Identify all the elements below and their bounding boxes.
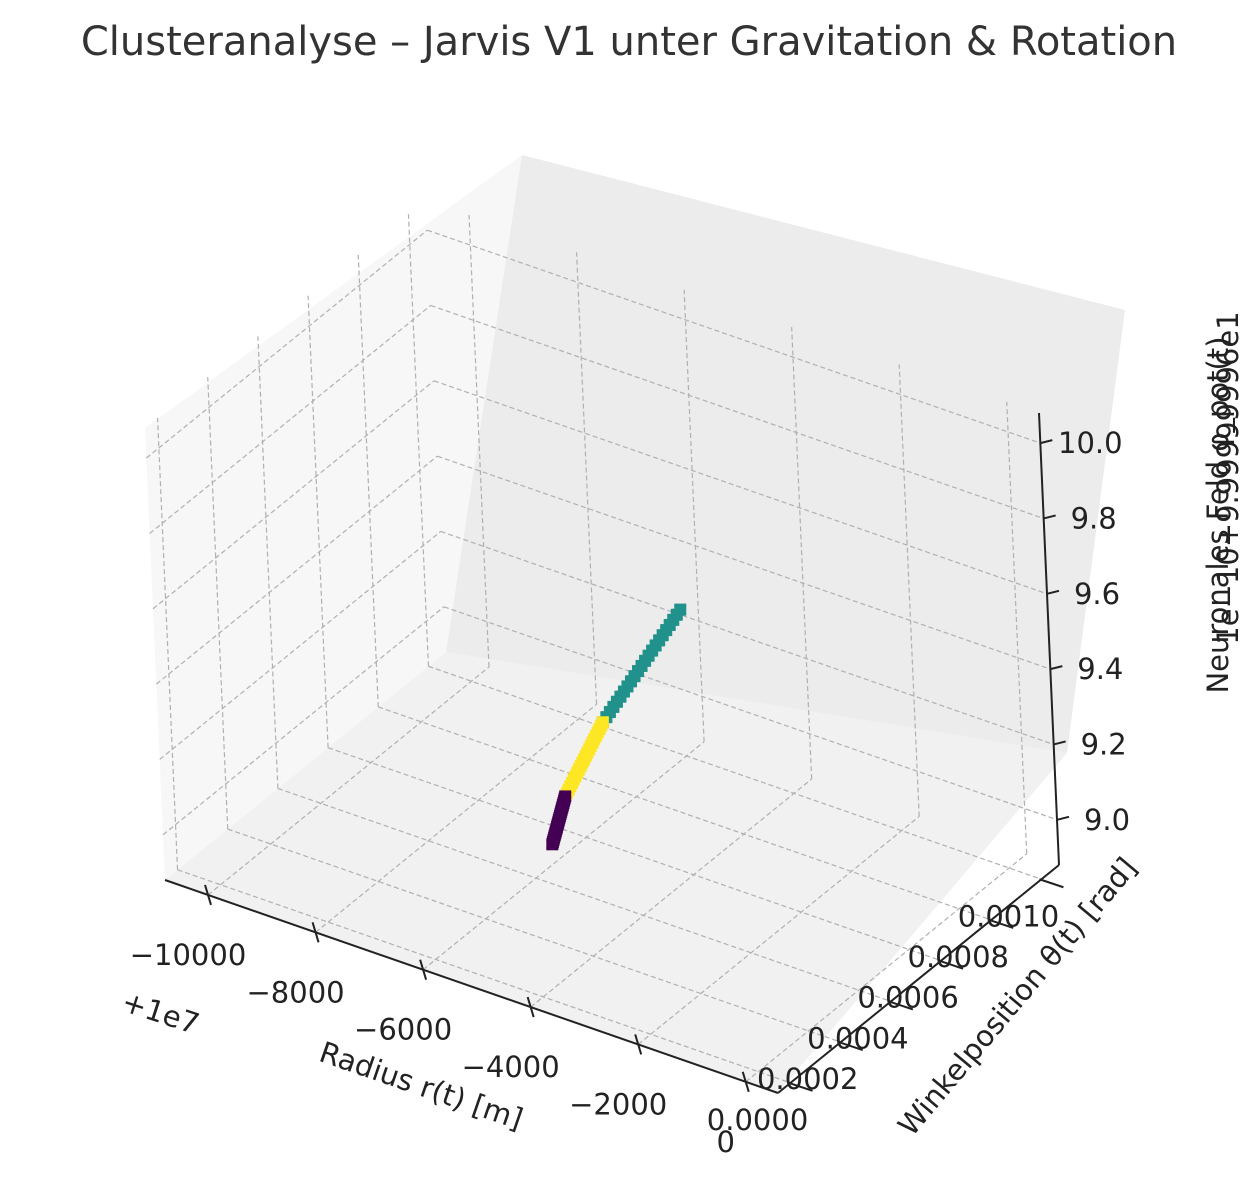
z-gridline-back: [433, 380, 1048, 595]
x-tick-label: −8000: [247, 975, 345, 1009]
y-tick: [838, 1041, 864, 1052]
scatter-points: [546, 603, 687, 851]
y-gridline-floor: [378, 706, 992, 921]
z-axis-label: Neuronales Feld φ_pot(t): [1201, 336, 1235, 693]
z-tick: [1043, 514, 1056, 520]
z-gridline-back: [427, 229, 1041, 444]
x-tick: [419, 959, 428, 980]
y-tick: [938, 959, 964, 970]
z-gridline-wall: [162, 606, 445, 836]
z-tick: [1040, 439, 1053, 445]
z-tick-label: 9.8: [1071, 501, 1117, 535]
z-tick-label: 9.6: [1074, 577, 1120, 611]
z-tick-label: 9.2: [1081, 727, 1127, 761]
z-offset-text: 1e−10+9.99999996e1: [1211, 311, 1245, 644]
z-tick-label: 10.0: [1058, 426, 1123, 460]
x-gridline-back: [575, 252, 598, 705]
y-tick-label: 0.0002: [757, 1062, 858, 1096]
data-point-2: [546, 838, 559, 851]
z-tick-label: 9.0: [1084, 803, 1130, 837]
x-tick: [311, 922, 320, 943]
x-tick-label: −4000: [462, 1050, 560, 1084]
y-tick: [988, 919, 1014, 929]
z-axis-line: [1038, 412, 1060, 866]
x-gridline-back: [898, 364, 920, 817]
x-gridline-back: [791, 327, 813, 780]
y-gridline-wall: [207, 377, 229, 830]
x-tick-label: −10000: [130, 938, 247, 972]
z-tick: [1050, 665, 1063, 671]
x-tick: [204, 884, 212, 906]
z-gridline-wall: [159, 531, 442, 760]
z-tick: [1053, 740, 1066, 746]
y-gridline-wall: [156, 417, 179, 870]
z-gridline-back: [440, 530, 1054, 746]
x-gridline-floor: [637, 815, 920, 1045]
x-gridline-floor: [207, 666, 490, 896]
tick-labels: −10000−8000 −6000 −4000 −2000 00.0000 0.0002 0…: [130, 426, 1130, 1159]
z-tick: [1056, 815, 1070, 821]
y-tick-label: 0.0010: [958, 899, 1059, 933]
grid-lines: [145, 214, 1058, 1084]
y-gridline-floor: [227, 828, 841, 1043]
chart-title: Clusteranalyse – Jarvis V1 unter Gravita…: [81, 19, 1177, 65]
y-tick-label: 0.0008: [908, 940, 1009, 974]
y-tick: [788, 1081, 813, 1092]
x-tick-label: −2000: [569, 1087, 667, 1121]
x-tick-label: 0: [717, 1125, 735, 1159]
axes: [164, 412, 1070, 1094]
x-axis-line: [164, 879, 779, 1094]
y-tick: [1039, 878, 1064, 889]
pane-back-wall: [446, 155, 1125, 753]
pane-floor: [165, 652, 1067, 1093]
x-gridline-floor: [530, 778, 813, 1008]
x-gridline-floor: [422, 741, 705, 971]
z-tick-label: 9.4: [1077, 652, 1123, 686]
y-gridline-floor: [177, 869, 791, 1084]
y-gridline-wall: [307, 295, 329, 748]
z-gridline-wall: [155, 455, 438, 685]
z-gridline-back: [443, 606, 1058, 821]
z-gridline-wall: [149, 305, 432, 534]
x-offset-text: +1e7: [118, 984, 204, 1041]
y-tick-label: 0.0000: [707, 1103, 808, 1137]
y-gridline-floor: [277, 787, 892, 1002]
x-gridline-back: [1006, 401, 1028, 854]
x-gridline-floor: [315, 703, 597, 933]
z-tick: [1046, 589, 1060, 595]
z-gridline-wall: [152, 380, 435, 610]
y-tick-label: 0.0006: [857, 981, 958, 1015]
y-gridline-floor: [428, 665, 1042, 880]
y-gridline-wall: [257, 336, 279, 789]
x-tick: [741, 1071, 750, 1093]
y-gridline-wall: [407, 214, 430, 667]
x-tick: [526, 996, 535, 1018]
x-gridline-back: [683, 289, 705, 742]
y-gridline-wall: [357, 254, 379, 707]
z-gridline-back: [437, 455, 1051, 670]
z-gridline-wall: [145, 229, 428, 459]
pane-left-wall: [145, 155, 522, 880]
z-gridline-back: [430, 304, 1044, 520]
x-tick-label: −6000: [354, 1013, 452, 1047]
x-gridline-back: [468, 214, 490, 667]
y-gridline-floor: [327, 747, 942, 962]
y-tick-label: 0.0004: [807, 1021, 908, 1055]
y-tick: [888, 1000, 914, 1011]
y-axis-line: [777, 864, 1060, 1094]
x-tick: [634, 1034, 643, 1055]
x-gridline-floor: [745, 853, 1028, 1083]
